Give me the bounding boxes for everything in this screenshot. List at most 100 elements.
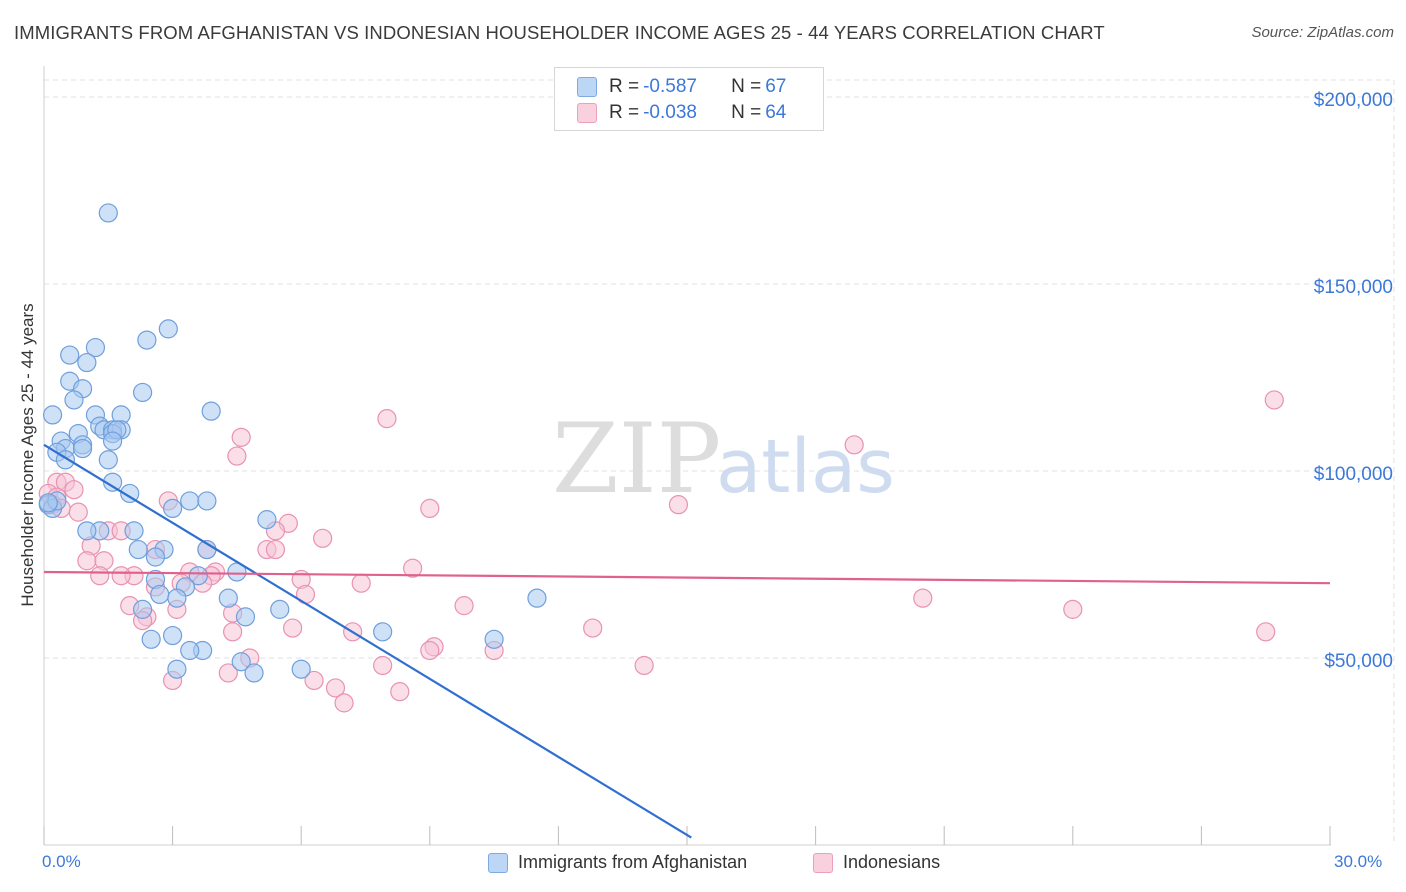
trend-line-pink: [43, 570, 1331, 585]
data-point: [197, 491, 217, 511]
legend-swatch-pink: [577, 103, 597, 123]
y-tick-label: $100,000: [1313, 464, 1393, 485]
x-tick-max: 30.0%: [1334, 852, 1383, 871]
data-point: [373, 622, 393, 642]
data-point: [304, 670, 324, 691]
data-point: [223, 622, 243, 642]
data-point: [373, 655, 393, 676]
data-point: [38, 493, 58, 513]
data-point: [270, 599, 290, 619]
data-point: [68, 502, 88, 522]
data-point: [583, 618, 603, 638]
data-point: [180, 640, 200, 661]
data-point: [454, 596, 474, 616]
legend-item-afghanistan[interactable]: Immigrants from Afghanistan: [488, 852, 747, 873]
y-axis-label: Householder Income Ages 25 - 44 years: [18, 303, 37, 607]
data-point: [72, 438, 93, 459]
data-point: [158, 319, 178, 339]
data-point: [85, 337, 106, 358]
watermark-atlas: atlas: [716, 424, 895, 510]
legend-item-indonesians[interactable]: Indonesians: [813, 852, 940, 873]
data-point: [180, 491, 200, 511]
trend-lines: [43, 443, 1331, 839]
data-point: [1256, 622, 1276, 642]
data-point: [64, 480, 84, 500]
data-point: [844, 435, 864, 455]
data-point: [120, 483, 140, 504]
legend-n-value: 64: [765, 102, 787, 123]
data-point: [257, 510, 277, 530]
data-point: [90, 566, 110, 586]
legend-label-afghanistan: Immigrants from Afghanistan: [518, 852, 748, 872]
data-point: [77, 352, 97, 373]
data-point: [218, 663, 238, 683]
data-point: [98, 450, 118, 470]
legend-n-label: N =: [731, 76, 762, 97]
data-point: [265, 539, 286, 560]
data-point: [403, 558, 423, 578]
legend-row-indonesians: R = -0.038 N = 64: [577, 101, 786, 125]
data-point: [668, 495, 689, 515]
data-point: [218, 588, 238, 608]
data-point: [244, 663, 264, 683]
data-point: [145, 547, 166, 567]
data-point: [150, 584, 170, 605]
trend-line-blue: [43, 443, 692, 839]
y-tick-label: $50,000: [1324, 651, 1393, 672]
data-point: [163, 625, 183, 646]
data-point: [77, 551, 97, 571]
data-point: [137, 330, 157, 350]
data-point: [111, 566, 131, 586]
legend-n-value: 67: [765, 76, 787, 97]
source-credit: Source: ZipAtlas.com: [1251, 24, 1394, 41]
data-point: [42, 405, 63, 425]
legend-row-afghanistan: R = -0.587 N = 67: [577, 75, 786, 99]
data-point: [163, 498, 183, 518]
data-point: [167, 588, 187, 608]
data-point: [132, 599, 153, 619]
data-point: [1264, 390, 1284, 410]
y-tick-label: $200,000: [1313, 90, 1393, 111]
watermark: ZIP atlas: [552, 403, 895, 515]
data-point: [77, 521, 97, 541]
series-indonesians: [38, 390, 1284, 713]
data-point: [64, 390, 84, 410]
data-point: [167, 659, 187, 679]
data-point: [102, 431, 123, 451]
series-afghanistan: [38, 203, 547, 683]
data-point: [201, 401, 221, 421]
data-point: [141, 629, 161, 649]
legend-swatch-blue: [577, 77, 597, 97]
chart-title: IMMIGRANTS FROM AFGHANISTAN VS INDONESIA…: [14, 22, 1105, 43]
legend-r-value: -0.038: [643, 102, 697, 123]
legend-n-label: N =: [731, 102, 762, 123]
data-point: [283, 618, 303, 638]
data-point: [634, 655, 654, 676]
data-point: [484, 629, 504, 649]
data-point: [377, 409, 397, 429]
data-point: [231, 427, 251, 447]
watermark-zip: ZIP: [552, 403, 721, 515]
legend-r-label: R =: [609, 76, 640, 97]
data-point: [1063, 599, 1083, 619]
data-point: [231, 652, 251, 672]
data-point: [313, 528, 333, 548]
data-point: [132, 382, 153, 403]
data-point: [420, 640, 440, 661]
data-point: [235, 607, 256, 627]
legend-swatch-blue: [488, 852, 508, 873]
data-point: [334, 693, 354, 713]
data-point: [390, 682, 410, 702]
legend-label-indonesians: Indonesians: [843, 852, 941, 872]
data-point: [527, 588, 547, 608]
data-point: [128, 539, 148, 560]
y-tick-label: $150,000: [1313, 277, 1393, 298]
data-point: [98, 203, 118, 223]
data-point: [351, 573, 371, 593]
data-point: [188, 566, 208, 586]
data-point: [420, 498, 440, 518]
data-point: [227, 446, 247, 466]
legend-swatch-pink: [813, 852, 833, 873]
axes: [43, 66, 1331, 846]
